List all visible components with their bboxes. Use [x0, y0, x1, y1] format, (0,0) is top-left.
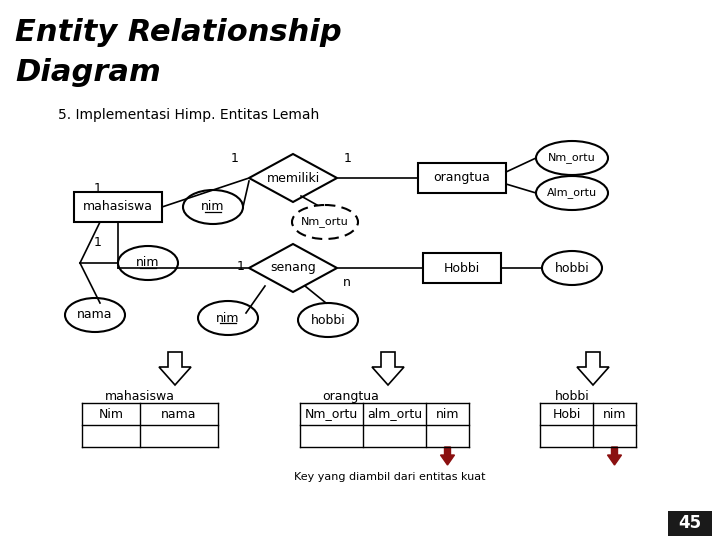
Polygon shape — [372, 352, 404, 385]
Text: n: n — [343, 275, 351, 288]
Text: Alm_ortu: Alm_ortu — [547, 187, 597, 199]
Text: 5. Implementasi Himp. Entitas Lemah: 5. Implementasi Himp. Entitas Lemah — [58, 108, 319, 122]
Text: nim: nim — [216, 312, 240, 325]
Text: orangtua: orangtua — [433, 172, 490, 185]
Text: nim: nim — [603, 408, 626, 421]
Text: nama: nama — [77, 308, 113, 321]
Text: nama: nama — [161, 408, 197, 421]
Text: hobbi: hobbi — [555, 390, 590, 403]
Text: memiliki: memiliki — [266, 172, 320, 185]
Text: Nm_ortu: Nm_ortu — [305, 408, 358, 421]
Bar — [668, 511, 712, 536]
Text: 1: 1 — [94, 183, 102, 195]
Text: mahasiswa: mahasiswa — [105, 390, 175, 403]
Text: hobbi: hobbi — [310, 314, 346, 327]
Text: 1: 1 — [231, 152, 239, 165]
Polygon shape — [608, 447, 621, 465]
Bar — [423, 253, 501, 283]
Text: 45: 45 — [678, 514, 701, 532]
Text: Nm_ortu: Nm_ortu — [548, 152, 596, 164]
Text: Nm_ortu: Nm_ortu — [301, 217, 349, 227]
Text: nim: nim — [202, 200, 225, 213]
Bar — [418, 163, 506, 193]
Text: orangtua: orangtua — [322, 390, 379, 403]
Text: Nim: Nim — [99, 408, 124, 421]
Polygon shape — [441, 447, 454, 465]
Text: Hobbi: Hobbi — [444, 261, 480, 274]
Text: Key yang diambil dari entitas kuat: Key yang diambil dari entitas kuat — [294, 472, 486, 482]
Text: 1: 1 — [344, 152, 352, 165]
Bar — [74, 192, 162, 222]
Text: nim: nim — [136, 256, 160, 269]
Text: Diagram: Diagram — [15, 58, 161, 87]
Polygon shape — [159, 352, 191, 385]
Text: 1: 1 — [94, 237, 102, 249]
Polygon shape — [577, 352, 609, 385]
Text: mahasiswa: mahasiswa — [83, 200, 153, 213]
Text: Entity Relationship: Entity Relationship — [15, 18, 342, 47]
Text: nim: nim — [436, 408, 459, 421]
Text: Hobi: Hobi — [552, 408, 581, 421]
Text: senang: senang — [270, 261, 316, 274]
Text: alm_ortu: alm_ortu — [367, 408, 422, 421]
Text: 1: 1 — [237, 260, 245, 273]
Text: hobbi: hobbi — [554, 261, 590, 274]
